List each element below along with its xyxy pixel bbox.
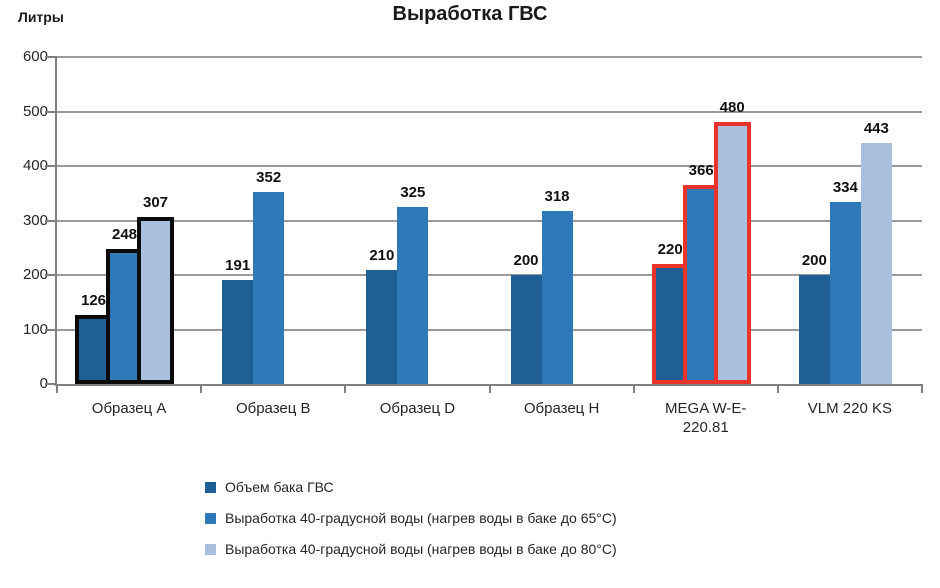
bar-value-label: 126	[80, 292, 107, 310]
x-tick-label: Образец D	[345, 399, 489, 418]
bar-value-label: 443	[863, 119, 889, 137]
x-tick-mark	[56, 385, 58, 393]
gridline	[57, 328, 922, 331]
legend-swatch	[205, 543, 216, 555]
y-tick-mark	[45, 219, 56, 222]
bar	[829, 201, 861, 384]
gridline	[57, 219, 922, 222]
x-tick-mark	[488, 385, 491, 393]
bar-value-label: 248	[111, 225, 138, 243]
bar-value-label: 334	[832, 178, 858, 196]
x-tick-label-line: 220.81	[682, 419, 729, 436]
y-tick-mark	[45, 110, 56, 113]
bar-value-label: 307	[142, 193, 169, 211]
bar-value-label: 352	[256, 169, 282, 187]
y-tick-label: 0	[39, 375, 48, 392]
bar	[222, 279, 254, 384]
bar	[253, 192, 285, 384]
gridline	[57, 165, 922, 167]
legend-swatch	[205, 512, 216, 524]
x-tick-mark	[921, 385, 923, 393]
legend-label: Объем бака ГВС	[225, 479, 334, 495]
y-tick-mark	[45, 383, 56, 385]
legend-item: Объем бака ГВС	[205, 479, 617, 495]
x-tick-mark	[200, 385, 203, 393]
x-tick-label: MEGA W-E- 220.81	[634, 399, 778, 437]
bar-value-label: 325	[400, 183, 426, 201]
bar-value-label: 200	[513, 252, 539, 269]
bar	[510, 275, 542, 384]
y-tick-label: 200	[22, 266, 48, 283]
bar	[541, 210, 573, 384]
y-tick-mark	[45, 328, 56, 331]
y-tick-label: 500	[22, 102, 48, 120]
legend-label: Выработка 40-градусной воды (нагрев воды…	[225, 510, 617, 526]
y-tick-label: 300	[22, 211, 48, 229]
x-tick-label-line: Образец A	[91, 400, 167, 417]
chart-title: Выработка ГВС	[392, 3, 548, 25]
x-tick-label-line: Образец B	[235, 400, 311, 417]
bar	[75, 315, 112, 384]
y-tick-label: 100	[22, 320, 48, 338]
x-tick-mark	[632, 385, 635, 393]
x-tick-label: Образец H	[490, 399, 634, 418]
legend-item: Выработка 40-градусной воды (нагрев воды…	[205, 510, 617, 526]
x-tick-label-line: VLM 220 KS	[807, 400, 893, 417]
legend-label: Выработка 40-градусной воды (нагрев воды…	[225, 541, 617, 557]
gridline	[57, 274, 922, 276]
gridline	[57, 110, 922, 113]
bar	[366, 269, 398, 384]
gridline	[57, 56, 922, 58]
y-axis-unit-label: Литры	[18, 9, 64, 25]
bar	[137, 216, 174, 384]
y-tick-mark	[45, 56, 56, 58]
bar	[397, 206, 429, 384]
legend-swatch	[205, 481, 216, 493]
bar-value-label: 200	[801, 252, 827, 269]
x-tick-label-line: MEGA W-E-	[665, 400, 747, 417]
y-tick-mark	[45, 274, 56, 276]
y-tick-label: 400	[22, 157, 48, 174]
legend-item: Выработка 40-градусной воды (нагрев воды…	[205, 541, 617, 557]
bar	[713, 122, 751, 384]
bar	[860, 142, 892, 384]
y-tick-label: 600	[22, 48, 48, 65]
y-axis-line	[55, 56, 57, 386]
bar-value-label: 480	[719, 99, 745, 117]
x-tick-mark	[776, 385, 779, 393]
bar-value-label: 220	[657, 241, 683, 259]
bar-value-label: 191	[225, 256, 251, 274]
x-tick-label: VLM 220 KS	[778, 399, 922, 418]
bar	[798, 275, 830, 384]
x-tick-label-line: Образец H	[523, 400, 600, 417]
legend: Объем бака ГВС Выработка 40-градусной вод…	[205, 479, 617, 572]
bar-value-label: 318	[544, 187, 570, 205]
plot-area	[57, 56, 922, 384]
bar-value-label: 366	[688, 161, 714, 179]
x-tick-label: Образец B	[201, 399, 345, 418]
bar-value-label: 210	[369, 246, 395, 264]
x-tick-label: Образец A	[57, 399, 201, 418]
y-tick-mark	[45, 165, 56, 167]
x-tick-mark	[344, 385, 347, 393]
x-tick-label-line: Образец D	[379, 400, 456, 417]
